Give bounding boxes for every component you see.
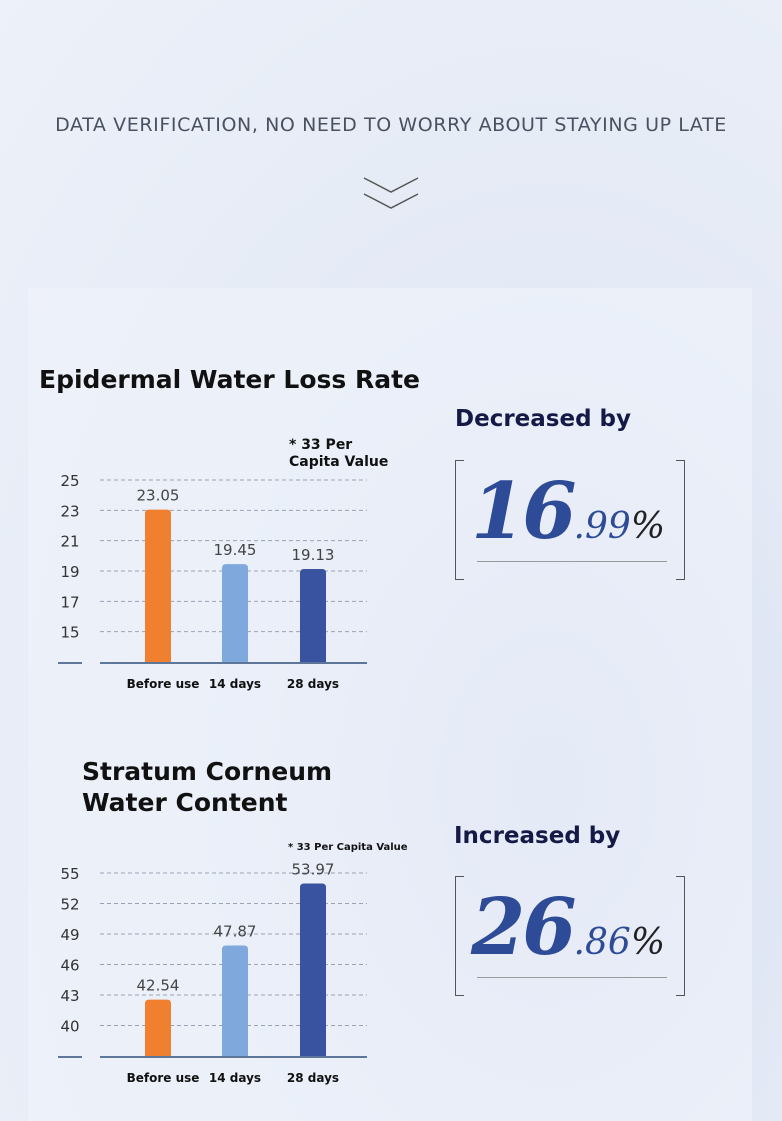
bar-3 xyxy=(300,883,326,1056)
chart1-note: * 33 Per Capita Value xyxy=(289,437,389,470)
chart2-title: Stratum Corneum Water Content xyxy=(82,757,333,817)
chart1-result-box: 16.99% xyxy=(455,460,685,580)
y-tick-label: 52 xyxy=(60,896,79,914)
chart1: 15 17 19 21 23 25 23.05 Before use 19.45 14 days 1… xyxy=(58,472,367,691)
y-tick-label: 17 xyxy=(60,593,79,611)
x-tick-label: 14 days xyxy=(209,677,261,691)
bar-1 xyxy=(145,509,171,662)
data-label: 42.54 xyxy=(137,977,180,995)
bar-3 xyxy=(300,569,326,662)
x-tick-label: 14 days xyxy=(209,1071,261,1085)
y-tick-label: 15 xyxy=(60,624,79,642)
x-tick-label: 28 days xyxy=(287,677,339,691)
x-tick-label: Before use xyxy=(127,677,200,691)
bar-1 xyxy=(145,999,171,1056)
chart1-title: Epidermal Water Loss Rate xyxy=(39,365,421,394)
double-chevron-down-icon xyxy=(363,177,419,209)
headline: DATA VERIFICATION, NO NEED TO WORRY ABOU… xyxy=(55,114,727,136)
y-tick-label: 19 xyxy=(60,563,79,581)
x-tick-label: 28 days xyxy=(287,1071,339,1085)
content-panel xyxy=(28,288,752,1121)
y-tick-label: 46 xyxy=(60,957,79,975)
y-tick-label: 40 xyxy=(60,1018,79,1036)
x-tick-label: Before use xyxy=(127,1071,200,1085)
bar-2 xyxy=(222,564,248,662)
y-tick-label: 49 xyxy=(60,926,79,944)
chart1-result-value: 16.99% xyxy=(471,466,666,557)
chart2-result-box: 26.86% xyxy=(455,876,685,996)
chart2: 40 43 46 49 52 55 42.54 Before use 47.87 14 days 5… xyxy=(58,860,367,1085)
data-label: 23.05 xyxy=(137,487,180,505)
data-label: 53.97 xyxy=(292,860,335,878)
y-tick-label: 43 xyxy=(60,987,79,1005)
chart2-result-caption: Increased by xyxy=(454,823,621,849)
data-label: 19.13 xyxy=(292,546,335,564)
chart2-note: * 33 Per Capita Value xyxy=(288,842,408,853)
data-label: 47.87 xyxy=(214,922,257,940)
y-tick-label: 55 xyxy=(60,865,79,883)
bar-2 xyxy=(222,945,248,1056)
y-tick-label: 21 xyxy=(60,533,79,551)
data-label: 19.45 xyxy=(214,541,257,559)
chart1-result-caption: Decreased by xyxy=(455,406,632,432)
chart2-result-value: 26.86% xyxy=(471,882,666,973)
y-tick-label: 25 xyxy=(60,472,79,490)
y-tick-label: 23 xyxy=(60,502,79,520)
